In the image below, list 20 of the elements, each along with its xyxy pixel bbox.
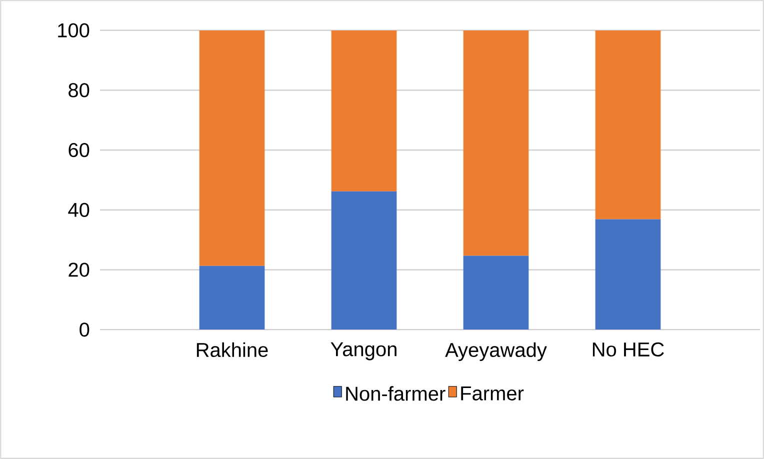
bar (595, 219, 661, 330)
bar (199, 266, 265, 330)
bar (463, 30, 529, 256)
bar (463, 256, 529, 330)
y-tick-label: 60 (68, 142, 90, 158)
y-tick-label: 100 (58, 23, 90, 38)
x-tick-label: Ayeyawady (445, 342, 547, 361)
x-tick-label: Rakhine (196, 342, 268, 358)
bar (199, 30, 265, 266)
y-tick-label: 40 (68, 202, 90, 217)
legend-label: Farmer (461, 386, 524, 400)
x-tick-label: Yangon (330, 342, 396, 360)
x-tick-label: No HEC (592, 342, 664, 357)
y-tick-label: 80 (68, 83, 90, 98)
y-tick-label: 0 (80, 322, 90, 337)
legend-label: Non-farmer (346, 386, 446, 401)
bar (331, 191, 397, 330)
bar (595, 30, 661, 220)
bar (331, 30, 397, 192)
y-tick-label: 20 (68, 262, 90, 277)
